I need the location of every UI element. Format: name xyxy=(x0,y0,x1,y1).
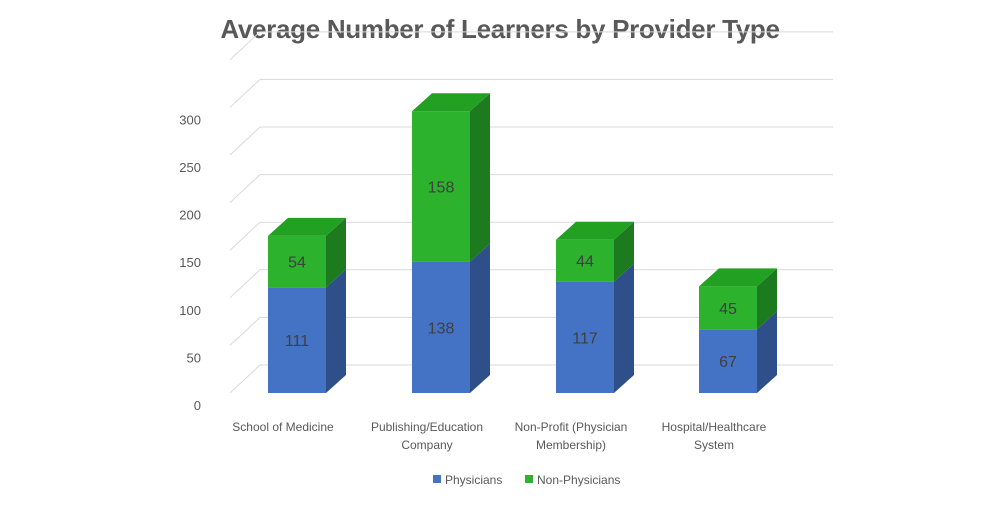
gridline-side xyxy=(229,269,261,299)
bar-side xyxy=(614,221,634,282)
x-axis-categories: School of Medicine Publishing/Education Co… xyxy=(232,420,766,452)
bar-top xyxy=(699,268,777,287)
data-label: 111 xyxy=(285,333,309,350)
category-label: Publishing/Education xyxy=(371,420,483,434)
bar-segment: 117 xyxy=(556,263,634,393)
bar-segment: 111 xyxy=(268,269,346,393)
category-label: Membership) xyxy=(536,438,606,452)
bar-front xyxy=(556,239,614,282)
bar-front xyxy=(268,287,326,393)
y-tick-label: 150 xyxy=(179,255,201,270)
bar-side xyxy=(470,93,490,262)
gridline-side xyxy=(229,79,261,108)
data-label: 117 xyxy=(572,330,598,347)
gridline-side xyxy=(229,126,261,156)
bar-side xyxy=(326,217,346,288)
bar-segment: 158 xyxy=(412,93,490,262)
data-label: 67 xyxy=(719,354,737,371)
gridline-side xyxy=(229,31,261,61)
y-tick-label: 50 xyxy=(187,350,201,365)
bar-side xyxy=(757,268,777,330)
data-label: 44 xyxy=(576,254,594,271)
bar-segment: 44 xyxy=(556,221,634,282)
bar-front xyxy=(556,281,614,393)
y-axis-ticks: 0 50 100 150 200 250 300 xyxy=(179,112,201,413)
gridline-side xyxy=(229,317,261,346)
bars: 111 54 138 158 117 44 67 45 xyxy=(268,93,777,393)
bar-segment: 45 xyxy=(699,268,777,330)
bar-side xyxy=(470,243,490,393)
y-tick-label: 0 xyxy=(194,398,201,413)
bar-front xyxy=(268,235,326,288)
gridlines xyxy=(229,31,833,394)
data-label: 138 xyxy=(428,320,455,337)
legend-swatch xyxy=(525,475,533,483)
bar-top xyxy=(556,221,634,240)
bar-front xyxy=(412,261,470,393)
category-label: Company xyxy=(401,438,452,452)
gridline-side xyxy=(229,174,261,203)
bar-segment: 67 xyxy=(699,311,777,393)
category-label: Hospital/Healthcare xyxy=(662,420,767,434)
y-tick-label: 250 xyxy=(179,160,201,175)
bar-segment: 54 xyxy=(268,217,346,288)
bar-segment: 138 xyxy=(412,243,490,393)
category-label: School of Medicine xyxy=(232,420,334,434)
bar-side xyxy=(326,269,346,393)
bar-side xyxy=(614,263,634,393)
chart-title: Average Number of Learners by Provider T… xyxy=(220,14,780,44)
bar-front xyxy=(699,329,757,393)
legend-swatch xyxy=(433,475,441,483)
legend-label: Physicians xyxy=(445,473,502,487)
bar-top xyxy=(268,217,346,236)
legend: Physicians Non-Physicians xyxy=(433,473,620,487)
legend-label: Non-Physicians xyxy=(537,473,620,487)
y-tick-label: 300 xyxy=(179,112,201,127)
category-label: System xyxy=(694,438,734,452)
category-label: Non-Profit (Physician xyxy=(515,420,628,434)
data-label: 54 xyxy=(288,255,306,272)
bar-top xyxy=(412,93,490,112)
bar-side xyxy=(757,311,777,393)
y-tick-label: 200 xyxy=(179,208,201,223)
gridline-side xyxy=(229,364,261,394)
data-label: 45 xyxy=(719,301,737,318)
data-label: 158 xyxy=(428,179,455,196)
bar-front xyxy=(412,111,470,262)
gridline-side xyxy=(229,221,261,251)
bar-front xyxy=(699,286,757,330)
y-tick-label: 100 xyxy=(179,303,201,318)
